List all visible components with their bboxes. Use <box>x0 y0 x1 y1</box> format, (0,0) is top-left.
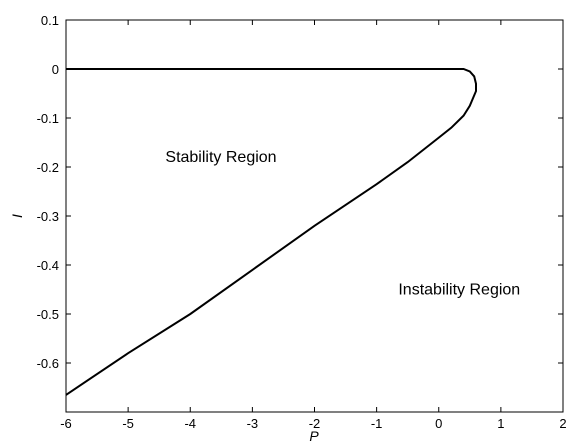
y-axis-label: I <box>9 214 25 218</box>
x-tick-label: 2 <box>559 416 566 431</box>
y-tick-label: 0.1 <box>41 13 59 28</box>
y-tick-label: -0.2 <box>37 160 59 175</box>
x-tick-label: -3 <box>247 416 259 431</box>
annotation-stability-region: Stability Region <box>165 149 276 166</box>
annotation-instability-region: Instability Region <box>398 281 520 298</box>
x-tick-label: 1 <box>497 416 504 431</box>
x-tick-label: -4 <box>184 416 196 431</box>
y-tick-label: -0.5 <box>37 307 59 322</box>
y-tick-label: -0.1 <box>37 111 59 126</box>
x-tick-label: -1 <box>371 416 383 431</box>
y-tick-label: -0.6 <box>37 356 59 371</box>
x-axis-label: P <box>309 428 319 444</box>
x-tick-label: -5 <box>122 416 134 431</box>
plot-area-frame <box>65 19 564 413</box>
series-line <box>65 68 477 396</box>
y-tick-label: 0 <box>52 62 59 77</box>
y-tick-label: -0.3 <box>37 209 59 224</box>
x-tick-label: -2 <box>309 416 321 431</box>
x-tick-label: -6 <box>60 416 72 431</box>
y-tick-label: -0.4 <box>37 258 59 273</box>
x-tick-label: 0 <box>435 416 442 431</box>
